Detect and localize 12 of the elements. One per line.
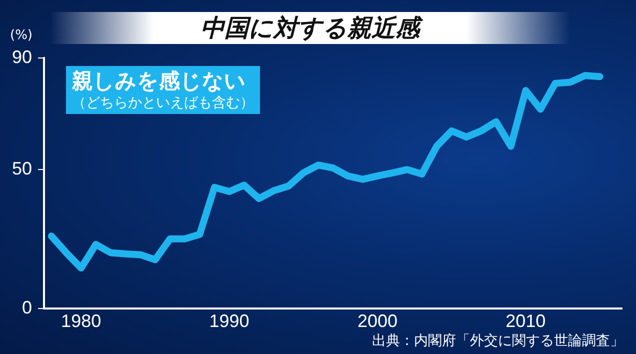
annotation: （どちらかといえばも含む）	[72, 94, 254, 112]
y-tick-label: 90	[12, 46, 32, 67]
text: 親しみを感じない	[72, 68, 247, 94]
x-tick-label: 2000	[357, 311, 398, 332]
x-tick-label: 1990	[209, 311, 250, 332]
y-tick-label: 0	[22, 297, 32, 318]
y-tick-label: 50	[12, 158, 32, 178]
chart-title: 中国に対する親近感	[50, 12, 570, 44]
x-tick-label: 2010	[506, 311, 546, 332]
y-axis-title: (%)	[10, 28, 32, 43]
source-note: 出典：内閣府「外交に関する世論調査」	[372, 332, 624, 350]
x-tick-label: 1980	[61, 311, 102, 332]
